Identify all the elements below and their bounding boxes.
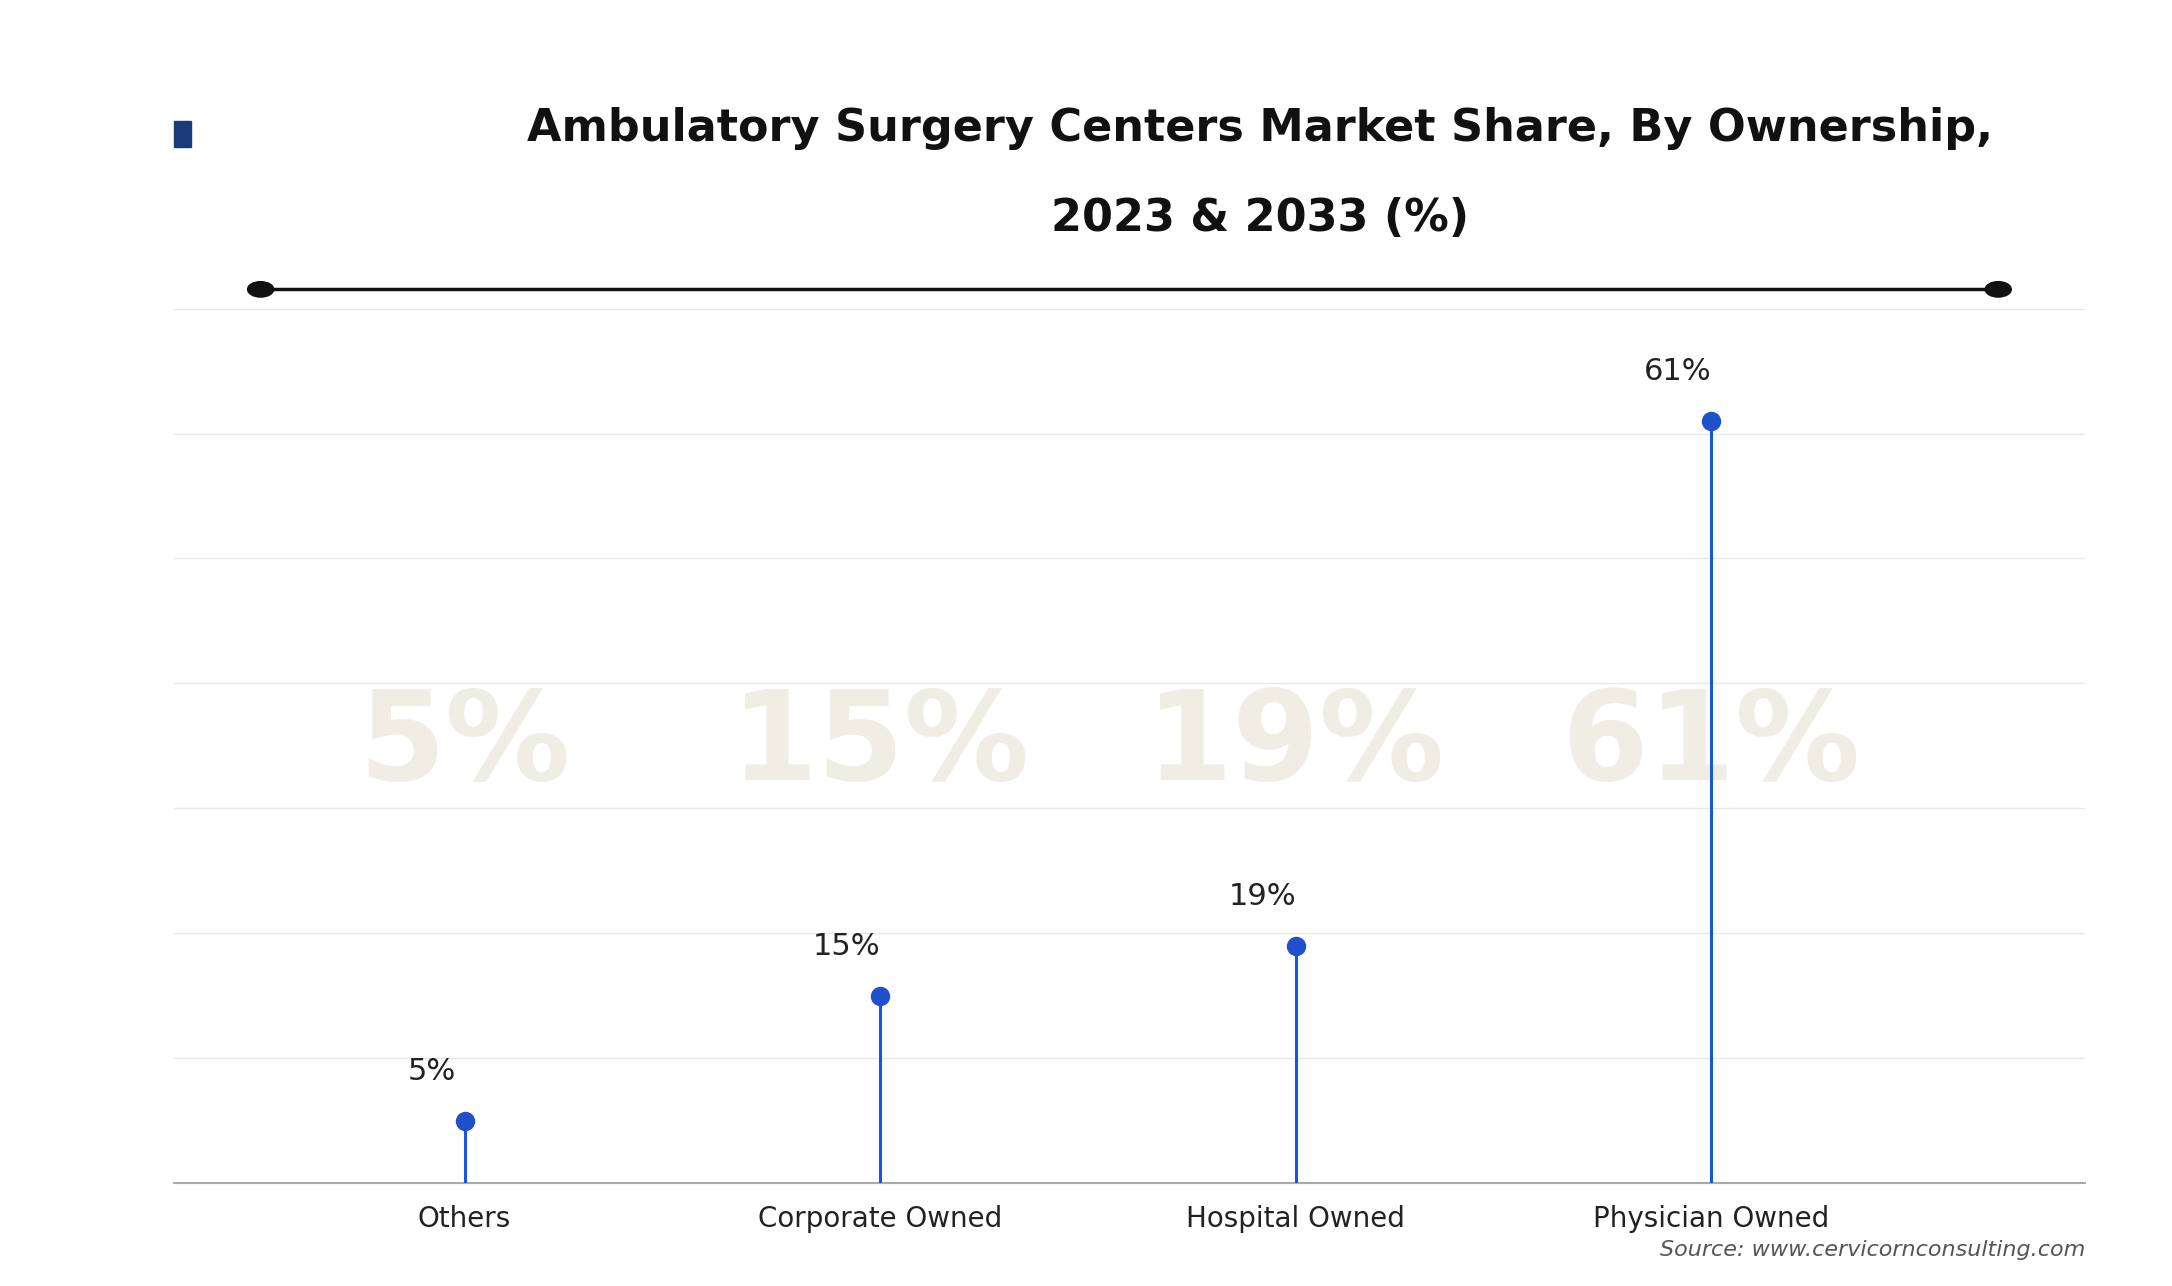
Text: 15%: 15% bbox=[812, 932, 880, 961]
Polygon shape bbox=[156, 95, 174, 121]
Text: 61%: 61% bbox=[1562, 685, 1861, 806]
Polygon shape bbox=[56, 36, 180, 185]
Text: 15%: 15% bbox=[730, 685, 1030, 806]
Text: 5%: 5% bbox=[408, 1057, 456, 1085]
Text: Cervicorn: Cervicorn bbox=[137, 165, 219, 180]
Text: 2023 & 2033 (%): 2023 & 2033 (%) bbox=[1051, 197, 1468, 240]
Text: Ambulatory Surgery Centers Market Share, By Ownership,: Ambulatory Surgery Centers Market Share,… bbox=[528, 107, 1992, 150]
Text: 61%: 61% bbox=[1644, 358, 1712, 386]
Text: 5%: 5% bbox=[358, 685, 571, 806]
Polygon shape bbox=[174, 121, 191, 147]
Text: 19%: 19% bbox=[1147, 685, 1444, 806]
Text: Consulting: Consulting bbox=[132, 206, 224, 221]
Text: 19%: 19% bbox=[1229, 882, 1297, 910]
Text: Source: www.cervicornconsulting.com: Source: www.cervicornconsulting.com bbox=[1659, 1240, 2085, 1260]
